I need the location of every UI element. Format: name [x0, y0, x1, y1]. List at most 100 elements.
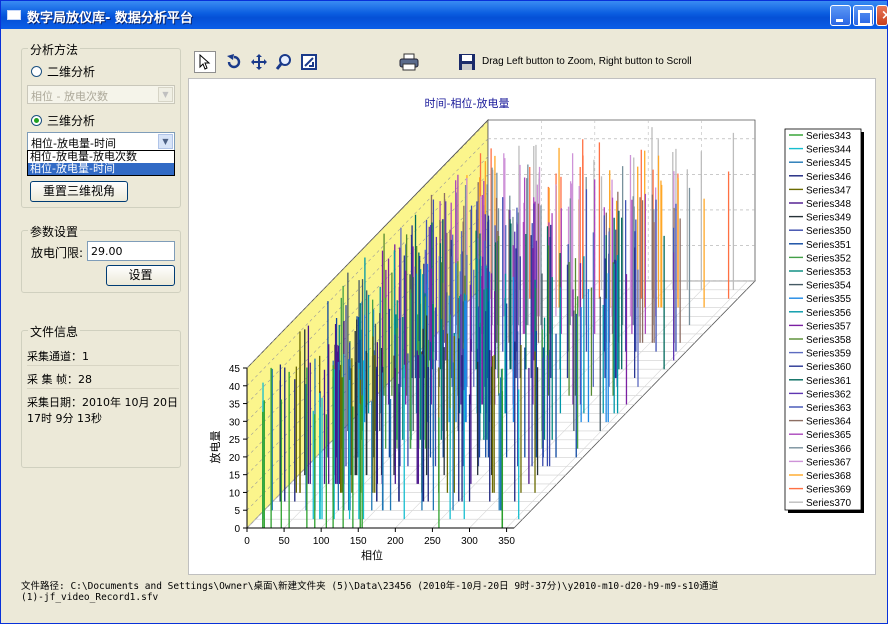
file-info-legend: 文件信息 [28, 323, 81, 340]
legend-entry: Series343 [806, 131, 851, 142]
legend-entry: Series362 [806, 389, 851, 400]
mode-3d-label: 三维分析 [47, 114, 96, 128]
combo-3d-dropdown: 相位-放电量-放电次数 相位-放电量-时间 [27, 150, 175, 176]
status-bar: 文件路径: C:\Documents and Settings\Owner\桌面… [21, 581, 881, 613]
threshold-label: 放电门限: [31, 246, 84, 260]
y-tick-label: 40 [229, 382, 241, 393]
legend-box [784, 128, 862, 511]
minimize-button[interactable] [830, 5, 851, 26]
legend-entry: Series364 [806, 417, 851, 428]
legend-entry: Series349 [806, 213, 851, 224]
chart-area[interactable]: 时间-相位-放电量 0 50 100 150 200 250 300 350 0 5 10 15 20 2… [188, 78, 876, 575]
legend-entry: Series353 [806, 267, 851, 278]
legend-entry: Series347 [806, 185, 851, 196]
threshold-input[interactable]: 29.00 [87, 241, 175, 261]
legend-entry: Series368 [806, 471, 851, 482]
analysis-group: 分析方法 [21, 41, 181, 208]
legend-entry: Series350 [806, 226, 851, 237]
maximize-icon [854, 6, 873, 25]
legend: Series343 Series344 Series345 Series346 Seri… [789, 131, 851, 509]
file-path-line2: (1)-jf_video_Record1.sfv [21, 592, 159, 603]
move-tool-button[interactable] [248, 51, 270, 73]
maximize-button[interactable] [853, 5, 874, 26]
x-axis-label: 相位 [361, 548, 383, 562]
date-info: 采集日期：2010年 10月 20日 17时 9分 13秒 [27, 396, 178, 425]
radio-2d-icon [31, 66, 42, 77]
close-button[interactable]: × [876, 5, 888, 26]
legend-entry: Series370 [806, 498, 851, 509]
pointer-tool-button[interactable] [194, 51, 216, 73]
x-tick-label: 300 [461, 536, 478, 547]
floor-grid-line [246, 280, 489, 529]
legend-entry: Series355 [806, 294, 851, 305]
legend-entry: Series352 [806, 253, 851, 264]
legend-entry: Series345 [806, 158, 851, 169]
file-path-line1: 文件路径: C:\Documents and Settings\Owner\桌面… [21, 581, 719, 592]
y-tick-label: 45 [229, 364, 241, 375]
mode-3d-radio[interactable]: 三维分析 [31, 112, 95, 129]
legend-entry: Series366 [806, 444, 851, 455]
y-tick-label: 0 [234, 524, 240, 535]
dropdown-option-selected[interactable]: 相位-放电量-时间 [28, 163, 174, 175]
legend-entry: Series361 [806, 376, 851, 387]
y-tick-label: 30 [229, 417, 241, 428]
bars-layer [262, 127, 735, 528]
move-icon [251, 54, 267, 70]
x-tick-label: 350 [498, 536, 515, 547]
combo-2d-value: 相位 - 放电次数 [31, 90, 108, 103]
floor-grid-line [469, 280, 711, 529]
floor-grid-line [395, 280, 637, 529]
close-icon: × [881, 8, 888, 23]
chart-svg[interactable]: 时间-相位-放电量 0 50 100 150 200 250 300 350 0 5 10 15 20 2… [189, 79, 877, 576]
x-tick-label: 0 [244, 536, 250, 547]
legend-entry: Series367 [806, 457, 851, 468]
radio-3d-icon [31, 115, 42, 126]
zoom-tool-button[interactable] [273, 51, 295, 73]
frames-info: 采 集 帧：28 [27, 371, 179, 389]
print-button[interactable] [398, 51, 420, 73]
channel-info: 采集通道：1 [27, 348, 179, 366]
params-legend: 参数设置 [28, 223, 81, 240]
depth-tool-button[interactable] [298, 51, 320, 73]
chart-toolbar: Drag Left button to Zoom, Right button t… [188, 47, 876, 76]
mode-2d-radio[interactable]: 二维分析 [31, 63, 95, 80]
legend-entry: Series363 [806, 403, 851, 414]
y-axis-label: 放电量 [208, 431, 222, 464]
chevron-down-icon: ▼ [158, 134, 173, 149]
floppy-disk-icon [459, 54, 475, 70]
x-tick-label: 200 [387, 536, 404, 547]
legend-entry: Series357 [806, 321, 851, 332]
combo-2d[interactable]: 相位 - 放电次数 ▼ [27, 85, 175, 104]
legend-entry: Series358 [806, 335, 851, 346]
window-title: 数字局放仪库- 数据分析平台 [27, 11, 193, 26]
axis-layer: 0 50 100 150 200 250 300 350 0 5 10 15 20 25 30 35 40 45 [229, 364, 515, 547]
x-tick-label: 100 [313, 536, 330, 547]
legend-entry: Series359 [806, 349, 851, 360]
x-tick-label: 150 [350, 536, 367, 547]
y-tick-label: 10 [229, 488, 241, 499]
magnifier-icon [275, 54, 291, 70]
dropdown-option[interactable]: 相位-放电量-放电次数 [30, 150, 137, 163]
app-icon [7, 10, 21, 20]
legend-entry: Series369 [806, 485, 851, 496]
toolbar-hint: Drag Left button to Zoom, Right button t… [482, 56, 692, 67]
y-tick-label: 5 [234, 506, 240, 517]
save-button[interactable] [456, 51, 478, 73]
chart-title: 时间-相位-放电量 [425, 96, 510, 110]
legend-entry: Series346 [806, 172, 851, 183]
params-group: 参数设置 [21, 223, 181, 293]
legend-entry: Series351 [806, 240, 851, 251]
file-info-group: 文件信息 [21, 323, 181, 468]
y-tick-label: 15 [229, 471, 241, 482]
title-bar[interactable]: 数字局放仪库- 数据分析平台 × [1, 1, 888, 29]
depth-icon [301, 54, 317, 70]
y-tick-label: 25 [229, 435, 241, 446]
combo-3d-value: 相位-放电量-时间 [31, 137, 116, 150]
x-tick-label: 250 [424, 536, 441, 547]
set-button[interactable]: 设置 [106, 265, 175, 286]
rotate-tool-button[interactable] [223, 51, 245, 73]
reset-3d-view-button[interactable]: 重置三维视角 [30, 181, 128, 202]
y-tick-label: 20 [229, 453, 241, 464]
combo-3d[interactable]: 相位-放电量-时间 ▼ [27, 132, 175, 151]
